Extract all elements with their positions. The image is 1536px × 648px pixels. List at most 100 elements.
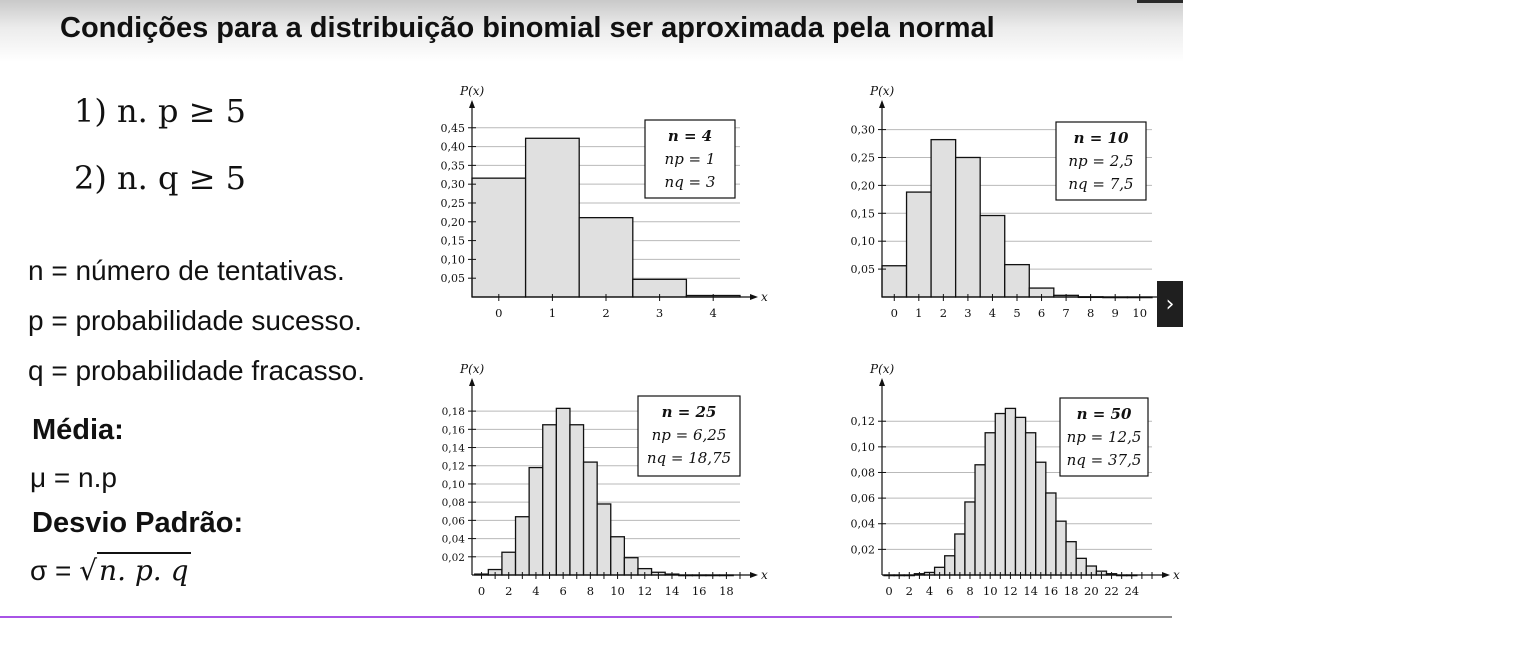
- sd-formula: σ = √n. p. q: [30, 552, 191, 587]
- x-tick-label: 3: [964, 306, 971, 320]
- x-tick-label: 6: [1038, 306, 1045, 320]
- y-tick-label: 0,04: [442, 534, 466, 546]
- legend-entry: nq = 7,5: [1068, 175, 1133, 193]
- legend-box: [637, 395, 741, 477]
- legend-entry: np = 2,5: [1068, 152, 1133, 170]
- x-tick-label: 22: [1104, 584, 1119, 598]
- histogram-bar: [524, 137, 580, 298]
- y-tick-label: 0,04: [851, 518, 876, 531]
- histogram-bar: [542, 424, 557, 576]
- histogram-bar: [1035, 461, 1047, 576]
- legend-entry: n = 50: [1077, 405, 1132, 423]
- x-tick-label: 6: [946, 584, 953, 598]
- histogram-bar: [501, 551, 517, 576]
- legend-entry: n = 10: [1074, 129, 1129, 147]
- slide: Condições para a distribuição binomial s…: [0, 0, 1183, 618]
- x-tick-label: 3: [656, 306, 663, 320]
- video-progress-bar[interactable]: [0, 616, 1172, 618]
- y-tick-label: 0,14: [442, 443, 466, 455]
- condition-np: 1) n. p ≥ 5: [74, 92, 246, 130]
- y-tick-label: 0,10: [441, 253, 466, 266]
- x-tick-label: 10: [610, 584, 625, 598]
- y-tick-label: 0,08: [851, 466, 876, 479]
- histogram-bar: [954, 533, 966, 576]
- x-tick-label: 14: [665, 584, 680, 598]
- x-tick-label: 4: [710, 306, 717, 320]
- histogram-n-50: P(x)x0,020,040,060,080,100,120 2 4 6 8 10 12 14…: [851, 362, 1181, 598]
- sd-formula-prefix: σ =: [30, 555, 80, 586]
- y-tick-label: 0,35: [441, 159, 466, 172]
- x-tick-label: 24: [1124, 584, 1139, 598]
- histogram-bar: [1055, 520, 1067, 576]
- y-tick-label: 0,40: [441, 141, 466, 154]
- legend-entry: nq = 3: [665, 173, 716, 191]
- x-axis-arrow: [1162, 572, 1170, 578]
- mean-heading: Média:: [32, 414, 124, 446]
- x-axis-label: x: [1173, 568, 1180, 582]
- y-tick-label: 0,20: [851, 179, 876, 192]
- y-tick-label: 0,30: [851, 124, 876, 137]
- histogram-bar: [1045, 492, 1057, 576]
- x-tick-label: 5: [1013, 306, 1020, 320]
- x-axis-arrow: [750, 294, 758, 300]
- y-tick-label: 0,18: [442, 406, 465, 418]
- x-tick-label: 16: [692, 584, 707, 598]
- y-axis-label: P(x): [459, 84, 485, 98]
- legend-entry: np = 6,25: [652, 426, 727, 444]
- histogram-bar: [569, 424, 585, 576]
- y-tick-label: 0,12: [851, 415, 876, 428]
- y-axis-label: P(x): [869, 362, 895, 376]
- sqrt-symbol: √: [79, 554, 98, 587]
- y-tick-label: 0,25: [441, 197, 466, 210]
- x-tick-label: 2: [906, 584, 913, 598]
- condition-nq: 2) n. q ≥ 5: [74, 159, 246, 197]
- y-tick-label: 0,06: [851, 492, 876, 505]
- histogram-bar: [1024, 432, 1037, 576]
- y-tick-label: 0,06: [442, 515, 466, 527]
- x-tick-label: 8: [966, 584, 973, 598]
- x-tick-label: 4: [989, 306, 996, 320]
- x-tick-label: 10: [1132, 306, 1147, 320]
- histogram-n-10: P(x)x0,050,100,150,200,250,3001234567891…: [851, 84, 1181, 320]
- histogram-bar: [1065, 541, 1077, 576]
- histogram-bar: [984, 432, 996, 576]
- x-tick-label: 10: [983, 584, 998, 598]
- histogram-bar: [578, 216, 634, 298]
- x-tick-label: 0: [885, 584, 892, 598]
- histogram-bar: [596, 503, 612, 576]
- histogram-bar: [974, 464, 986, 576]
- x-tick-label: 12: [637, 584, 652, 598]
- histogram-bar: [610, 536, 626, 576]
- y-axis-label: P(x): [459, 362, 485, 376]
- x-axis-label: x: [761, 568, 768, 582]
- x-tick-label: 0: [891, 306, 898, 320]
- x-tick-label: 14: [1023, 584, 1038, 598]
- x-tick-label: 18: [719, 584, 734, 598]
- histogram-bar: [930, 138, 957, 298]
- y-tick-label: 0,30: [441, 178, 466, 191]
- histogram-bar: [555, 407, 571, 576]
- sd-formula-radicand: n. p. q: [97, 552, 191, 587]
- x-axis-arrow: [750, 572, 758, 578]
- x-tick-label: 16: [1044, 584, 1059, 598]
- definition-n: n = número de tentativas.: [28, 255, 345, 286]
- x-tick-label: 1: [549, 306, 556, 320]
- y-axis-arrow: [469, 100, 475, 108]
- legend-box: [1055, 121, 1147, 201]
- chevron-right-icon: ›: [1165, 291, 1175, 317]
- histogram-bar: [1004, 263, 1030, 298]
- y-tick-label: 0,10: [442, 479, 465, 491]
- y-tick-label: 0,05: [441, 272, 466, 285]
- x-tick-label: 2: [602, 306, 609, 320]
- histogram-bar: [979, 214, 1006, 298]
- video-progress-fill: [0, 616, 979, 618]
- next-slide-button[interactable]: ›: [1157, 281, 1183, 327]
- histogram-bar: [994, 412, 1007, 576]
- x-tick-label: 20: [1084, 584, 1099, 598]
- y-tick-label: 0,10: [851, 441, 876, 454]
- histogram-bar: [954, 156, 981, 298]
- x-tick-label: 8: [1087, 306, 1094, 320]
- y-tick-label: 0,45: [441, 122, 466, 135]
- y-axis-arrow: [879, 378, 885, 386]
- x-tick-label: 8: [587, 584, 594, 598]
